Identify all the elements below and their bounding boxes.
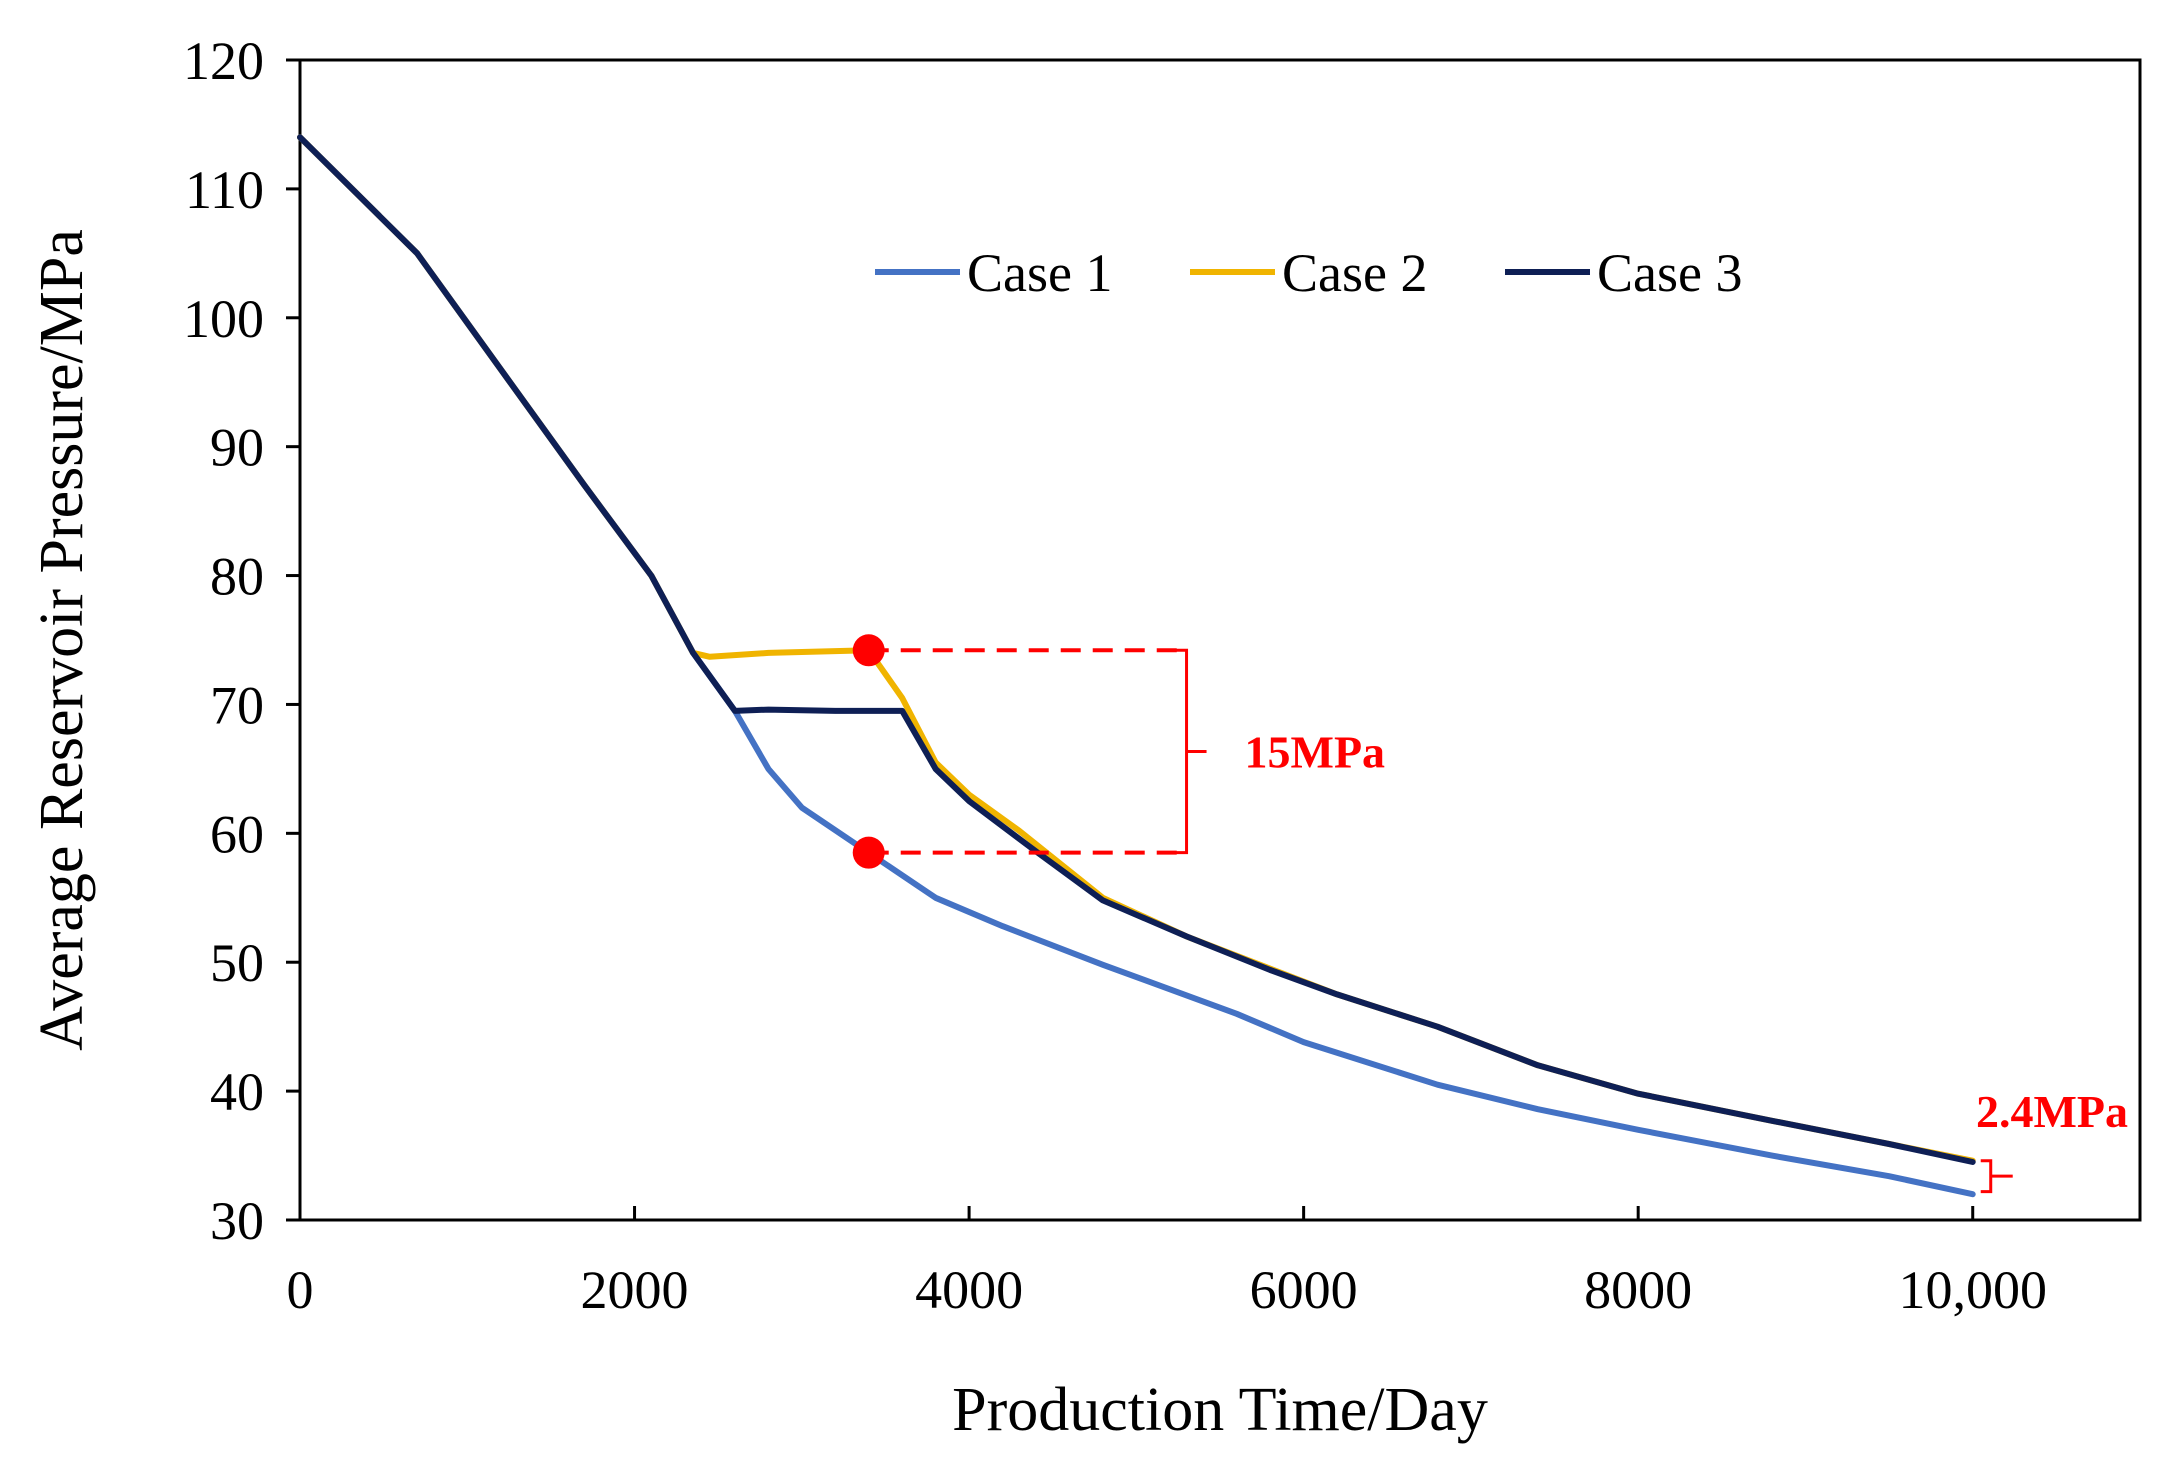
- y-tick-label: 80: [210, 547, 264, 607]
- y-tick-label: 110: [185, 160, 264, 220]
- plot-area: [298, 58, 2142, 1222]
- y-tick-label: 30: [210, 1191, 264, 1251]
- y-axis: 30 40 50 60 70 80 90 100 110 120: [183, 31, 300, 1251]
- y-tick-label: 100: [183, 289, 264, 349]
- y-tick-label: 50: [210, 933, 264, 993]
- y-tick-label: 120: [183, 31, 264, 91]
- x-tick-label: 4000: [915, 1260, 1023, 1320]
- legend-label-1: Case 1: [967, 243, 1112, 303]
- x-tick-label: 10,000: [1898, 1260, 2047, 1320]
- series-line-case-3: [297, 134, 1976, 1165]
- marker-point-1: [852, 634, 885, 667]
- y-tick-label: 90: [210, 418, 264, 478]
- y-tick-label: 60: [210, 804, 264, 864]
- marker-point-2: [852, 836, 885, 869]
- legend: Case 1 Case 2 Case 3: [875, 243, 1742, 303]
- x-axis: 0 2000 4000 6000 8000 10,000: [287, 1206, 2047, 1320]
- bracket-15mpa: [1172, 648, 1207, 855]
- annotation-2-4mpa: 2.4MPa: [1976, 1086, 2128, 1137]
- series-layer: [297, 134, 1976, 1198]
- legend-label-2: Case 2: [1282, 243, 1427, 303]
- legend-label-3: Case 3: [1597, 243, 1742, 303]
- annotation-layer: 15MPa 2.4MPa: [852, 634, 2128, 1194]
- x-tick-label: 0: [287, 1260, 314, 1320]
- y-axis-title: Average Reservoir Pressure/MPa: [28, 229, 96, 1051]
- y-tick-label: 40: [210, 1062, 264, 1122]
- bracket-2-4mpa: [1980, 1159, 2013, 1194]
- x-tick-label: 2000: [581, 1260, 689, 1320]
- plot-frame: [298, 58, 2142, 1222]
- annotation-15mpa: 15MPa: [1245, 726, 1386, 777]
- y-tick-label: 70: [210, 675, 264, 735]
- x-tick-label: 6000: [1250, 1260, 1358, 1320]
- x-tick-label: 8000: [1584, 1260, 1692, 1320]
- x-axis-title: Production Time/Day: [952, 1376, 1488, 1444]
